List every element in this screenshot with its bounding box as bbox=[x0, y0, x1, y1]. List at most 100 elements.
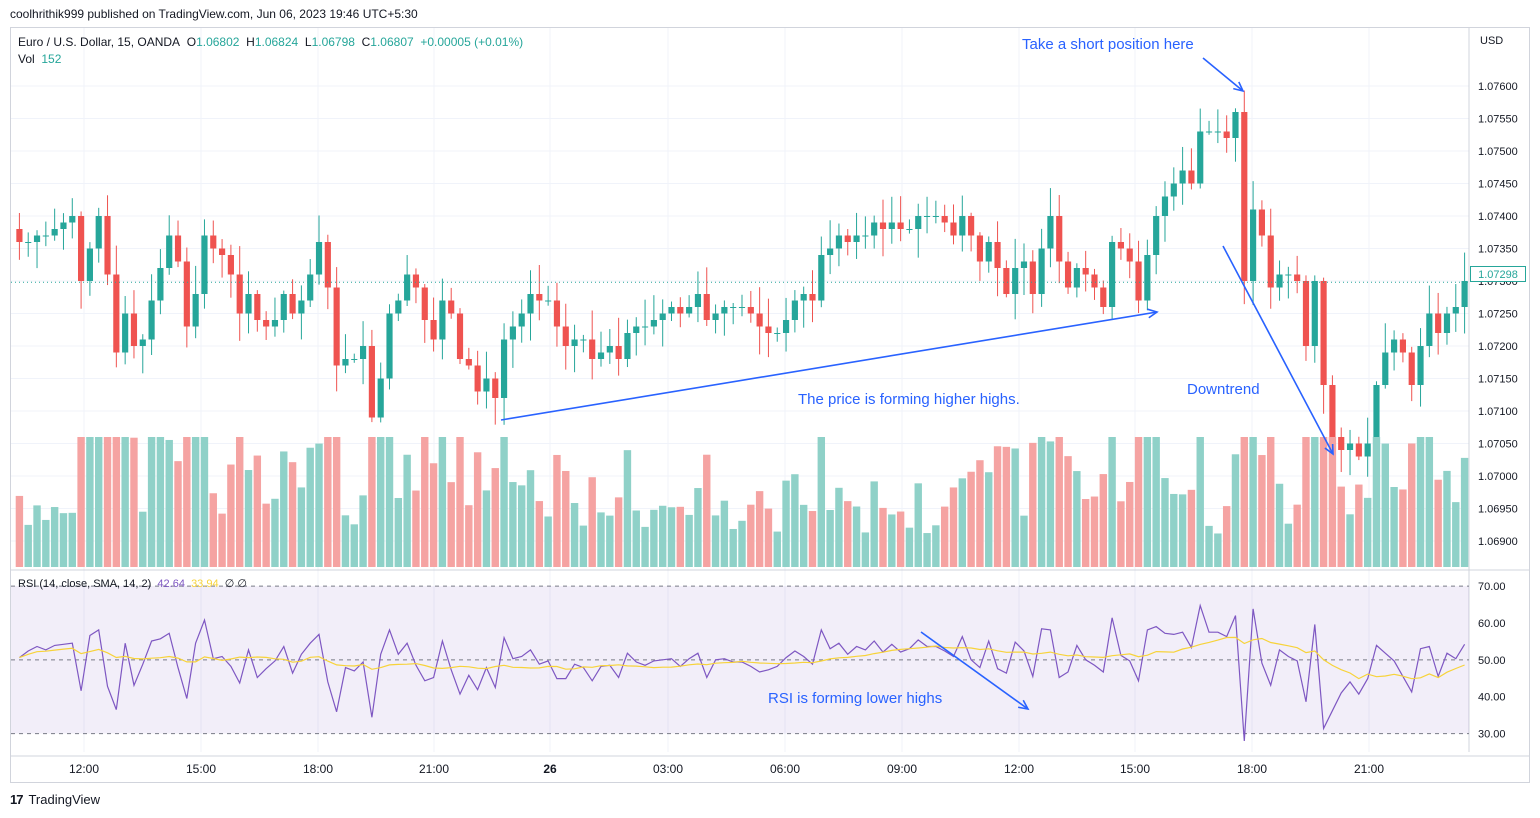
rsi-legend-value: 42.64 bbox=[157, 578, 185, 590]
candle-body bbox=[263, 320, 270, 327]
rsi-line bbox=[19, 603, 1466, 741]
volume-bar bbox=[1302, 437, 1310, 567]
candle-body bbox=[351, 359, 358, 360]
volume-bar bbox=[465, 505, 473, 567]
volume-bar bbox=[861, 532, 870, 567]
candle-body bbox=[686, 307, 693, 314]
volume-bar bbox=[606, 515, 614, 567]
chart-frame[interactable] bbox=[10, 27, 1530, 783]
volume-bar bbox=[332, 437, 341, 567]
candle-body bbox=[1091, 274, 1098, 288]
candle-body bbox=[1197, 131, 1204, 184]
candle-body bbox=[1399, 339, 1406, 353]
candle-body bbox=[1258, 209, 1265, 236]
volume-bar bbox=[747, 504, 755, 567]
candle-body bbox=[192, 294, 199, 327]
volume-bar bbox=[940, 506, 949, 567]
close-label: C bbox=[361, 35, 371, 49]
volume-bar bbox=[1390, 487, 1398, 567]
annotation-downtrend: Downtrend bbox=[1187, 381, 1260, 398]
volume-bar bbox=[1425, 437, 1434, 567]
candle-body bbox=[201, 235, 208, 294]
volume-bar bbox=[165, 439, 173, 567]
candle-body bbox=[1435, 313, 1442, 333]
volume-bar bbox=[1117, 501, 1125, 567]
candle-body bbox=[721, 307, 728, 314]
publish-line: coolhrithik999 published on TradingView.… bbox=[10, 7, 418, 21]
candle-body bbox=[1408, 352, 1415, 385]
price-tick-label: 1.06900 bbox=[1478, 536, 1518, 548]
volume-bar bbox=[632, 510, 640, 567]
volume-bar bbox=[1258, 455, 1266, 567]
candle-body bbox=[42, 235, 49, 237]
candle-body bbox=[254, 294, 261, 320]
volume-bar bbox=[905, 527, 914, 567]
candle-body bbox=[271, 320, 279, 327]
price-tick-label: 1.07000 bbox=[1478, 471, 1518, 483]
volume-bar bbox=[826, 509, 834, 567]
candle-body bbox=[756, 313, 763, 327]
candle-body bbox=[166, 235, 173, 268]
candle-body bbox=[1214, 131, 1221, 133]
candle-body bbox=[615, 346, 622, 359]
volume-bar bbox=[1046, 441, 1055, 567]
time-tick-label: 21:00 bbox=[419, 762, 449, 776]
candle-body bbox=[1241, 112, 1248, 281]
volume-bar bbox=[86, 437, 94, 567]
price-tick-label: 1.07350 bbox=[1478, 244, 1518, 256]
volume-bar bbox=[667, 507, 676, 567]
candle-body bbox=[959, 216, 966, 236]
rsi-legend-label: RSI (14, close, SMA, 14, 2) bbox=[18, 578, 152, 590]
volume-bar bbox=[1372, 437, 1381, 567]
price-tick-label: 1.07450 bbox=[1478, 179, 1518, 191]
rsi-legend-extra: ∅ ∅ bbox=[224, 578, 247, 590]
candle-body bbox=[730, 307, 737, 308]
candle-body bbox=[412, 274, 420, 288]
volume-bar bbox=[1161, 478, 1169, 567]
candle-body bbox=[818, 255, 825, 301]
volume-bar bbox=[1002, 446, 1011, 567]
price-tick-label: 1.07100 bbox=[1478, 406, 1518, 418]
volume-bar bbox=[191, 437, 200, 567]
volume-bar bbox=[738, 520, 746, 567]
volume-bar bbox=[15, 495, 24, 567]
candle-body bbox=[809, 294, 816, 301]
volume-bar bbox=[236, 437, 244, 567]
volume-bar bbox=[1408, 443, 1416, 567]
candle-body bbox=[1020, 261, 1028, 268]
candle-body bbox=[483, 378, 490, 392]
volume-bar bbox=[1240, 437, 1248, 567]
volume-bar bbox=[1363, 497, 1372, 567]
volume-bar bbox=[438, 437, 447, 567]
candle-body bbox=[1364, 443, 1371, 457]
volume-bar bbox=[421, 437, 429, 567]
candle-body bbox=[800, 294, 807, 301]
candle-body bbox=[536, 294, 543, 301]
candle-body bbox=[509, 326, 516, 340]
candle-body bbox=[448, 300, 455, 314]
candle-body bbox=[888, 222, 895, 229]
volume-bar bbox=[447, 482, 455, 567]
footer-brand[interactable]: TradingView bbox=[28, 792, 101, 807]
candle-body bbox=[1355, 443, 1362, 457]
candle-body bbox=[765, 326, 772, 333]
candle-body bbox=[518, 313, 525, 327]
volume-bar bbox=[799, 504, 808, 567]
volume-bar bbox=[412, 490, 420, 567]
candle-body bbox=[932, 216, 939, 217]
candle-body bbox=[183, 261, 190, 327]
candle-body bbox=[562, 326, 569, 346]
change-value: +0.00005 (+0.01%) bbox=[420, 35, 524, 49]
candle-body bbox=[245, 294, 252, 314]
candle-body bbox=[571, 339, 578, 346]
volume-bar bbox=[1434, 479, 1442, 567]
volume-bar bbox=[482, 490, 491, 567]
candle-body bbox=[624, 333, 631, 359]
volume-bar bbox=[1143, 437, 1152, 567]
volume-bar bbox=[130, 437, 138, 567]
arrow-higher-highs-head bbox=[1147, 308, 1159, 319]
candle-body bbox=[1153, 216, 1160, 255]
candle-body bbox=[703, 294, 710, 320]
volume-bar bbox=[500, 437, 508, 567]
